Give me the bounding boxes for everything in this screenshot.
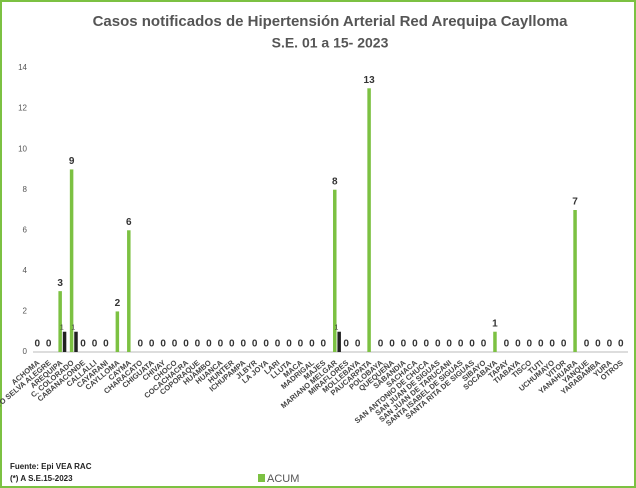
chart-subtitle: S.E. 01 a 15- 2023 xyxy=(272,35,389,51)
data-label: 0 xyxy=(446,339,452,350)
data-label: 0 xyxy=(618,339,624,350)
bar xyxy=(58,291,62,352)
data-label: 0 xyxy=(412,339,418,350)
data-label: 0 xyxy=(229,339,235,350)
bar xyxy=(115,311,120,352)
bar xyxy=(62,331,67,352)
data-label: 8 xyxy=(332,176,338,187)
y-tick-label: 0 xyxy=(23,347,28,356)
data-label: 0 xyxy=(504,339,510,350)
data-label: 0 xyxy=(252,339,258,350)
bar xyxy=(69,169,74,352)
data-label: 0 xyxy=(595,339,601,350)
chart-title: Casos notificados de Hipertensión Arteri… xyxy=(93,13,568,30)
bar xyxy=(493,331,497,352)
data-label: 1 xyxy=(334,325,338,332)
bar xyxy=(367,88,371,353)
data-label: 0 xyxy=(137,339,143,350)
data-label: 0 xyxy=(80,339,86,350)
data-label: 0 xyxy=(149,339,155,350)
data-label: 1 xyxy=(492,318,498,329)
data-label: 0 xyxy=(183,339,189,350)
data-label: 0 xyxy=(343,339,349,350)
data-label: 0 xyxy=(481,339,487,350)
data-label: 0 xyxy=(298,339,304,350)
data-label: 0 xyxy=(584,339,590,350)
data-label: 2 xyxy=(115,298,121,309)
data-label: 0 xyxy=(401,339,407,350)
y-tick-label: 4 xyxy=(23,266,28,275)
data-label: 7 xyxy=(572,197,578,208)
data-label: 0 xyxy=(378,339,384,350)
bar xyxy=(333,189,337,352)
bar xyxy=(74,331,78,352)
data-label: 0 xyxy=(389,339,395,350)
data-label: 0 xyxy=(355,339,361,350)
data-label: 0 xyxy=(607,339,613,350)
y-tick-label: 12 xyxy=(18,104,27,113)
data-label: 0 xyxy=(549,339,555,350)
data-label: 0 xyxy=(538,339,544,350)
data-label: 0 xyxy=(469,339,475,350)
data-label: 0 xyxy=(240,339,246,350)
data-label: 0 xyxy=(515,339,521,350)
footnote: (*) A S.E.15-2023 xyxy=(10,474,73,483)
data-label: 0 xyxy=(458,339,464,350)
data-label: 0 xyxy=(206,339,212,350)
data-label: 6 xyxy=(126,217,132,228)
data-label: 0 xyxy=(561,339,567,350)
source-note: Fuente: Epi VEA RAC xyxy=(10,462,92,471)
data-label: 0 xyxy=(263,339,269,350)
data-label: 0 xyxy=(92,339,98,350)
data-label: 1 xyxy=(60,325,64,332)
data-label: 0 xyxy=(172,339,178,350)
data-label: 0 xyxy=(218,339,224,350)
bar xyxy=(337,331,341,352)
y-tick-label: 8 xyxy=(23,185,28,194)
y-tick-label: 14 xyxy=(18,63,27,72)
data-label: 3 xyxy=(57,278,63,289)
data-label: 0 xyxy=(321,339,327,350)
data-label: 13 xyxy=(364,75,376,86)
data-label: 0 xyxy=(34,339,40,350)
legend-swatch xyxy=(258,474,265,482)
data-label: 0 xyxy=(160,339,166,350)
data-label: 0 xyxy=(103,339,109,350)
bar xyxy=(573,210,577,352)
data-label: 0 xyxy=(195,339,201,350)
y-tick-label: 2 xyxy=(23,307,28,316)
data-label: 1 xyxy=(71,325,75,332)
data-label: 9 xyxy=(69,156,75,167)
legend-label: ACUM xyxy=(267,473,299,485)
data-label: 0 xyxy=(309,339,315,350)
y-tick-label: 6 xyxy=(23,225,28,234)
bar xyxy=(127,230,131,352)
data-label: 0 xyxy=(275,339,281,350)
data-label: 0 xyxy=(424,339,430,350)
y-tick-label: 10 xyxy=(18,144,27,153)
data-label: 0 xyxy=(435,339,441,350)
data-label: 0 xyxy=(527,339,533,350)
data-label: 0 xyxy=(286,339,292,350)
data-label: 0 xyxy=(46,339,52,350)
